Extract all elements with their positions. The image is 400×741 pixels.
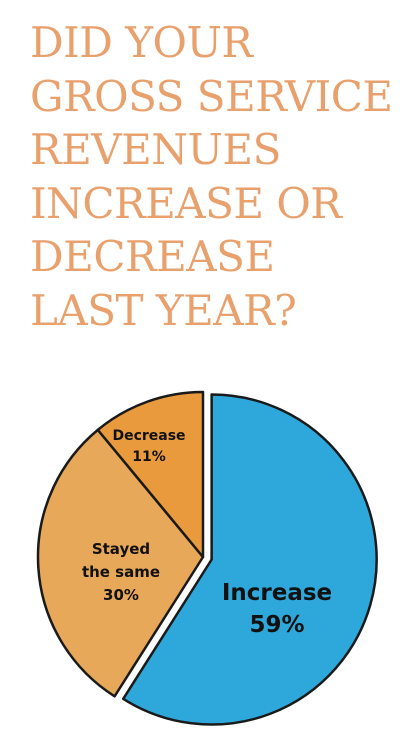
slice-label-stayed-the-same: Stayed bbox=[92, 540, 150, 558]
pie-slice-increase bbox=[121, 393, 378, 726]
title-line: LAST YEAR? bbox=[30, 285, 297, 335]
slice-value-decrease: 11% bbox=[132, 449, 166, 465]
title-line: DID YOUR bbox=[30, 18, 253, 67]
title-line: GROSS SERVICE bbox=[30, 71, 393, 121]
title-line: DECREASE bbox=[30, 232, 275, 281]
title-line: INCREASE OR bbox=[30, 178, 342, 228]
slice-value-increase: 59% bbox=[249, 612, 304, 638]
title-line: REVENUES bbox=[30, 125, 281, 174]
pie-slice-stayed-the-same bbox=[36, 428, 205, 698]
slice-label-stayed-the-same: the same bbox=[82, 563, 160, 581]
pie-chart: Increase 59% Stayed the same 30% Decreas… bbox=[36, 390, 378, 726]
slice-label-decrease: Decrease bbox=[112, 428, 185, 444]
chart-title: DID YOUR GROSS SERVICE REVENUES INCREASE… bbox=[30, 16, 400, 337]
slice-value-stayed-the-same: 30% bbox=[103, 586, 139, 604]
slice-label-increase: Increase bbox=[222, 580, 332, 606]
pie-slice-decrease bbox=[96, 390, 205, 559]
